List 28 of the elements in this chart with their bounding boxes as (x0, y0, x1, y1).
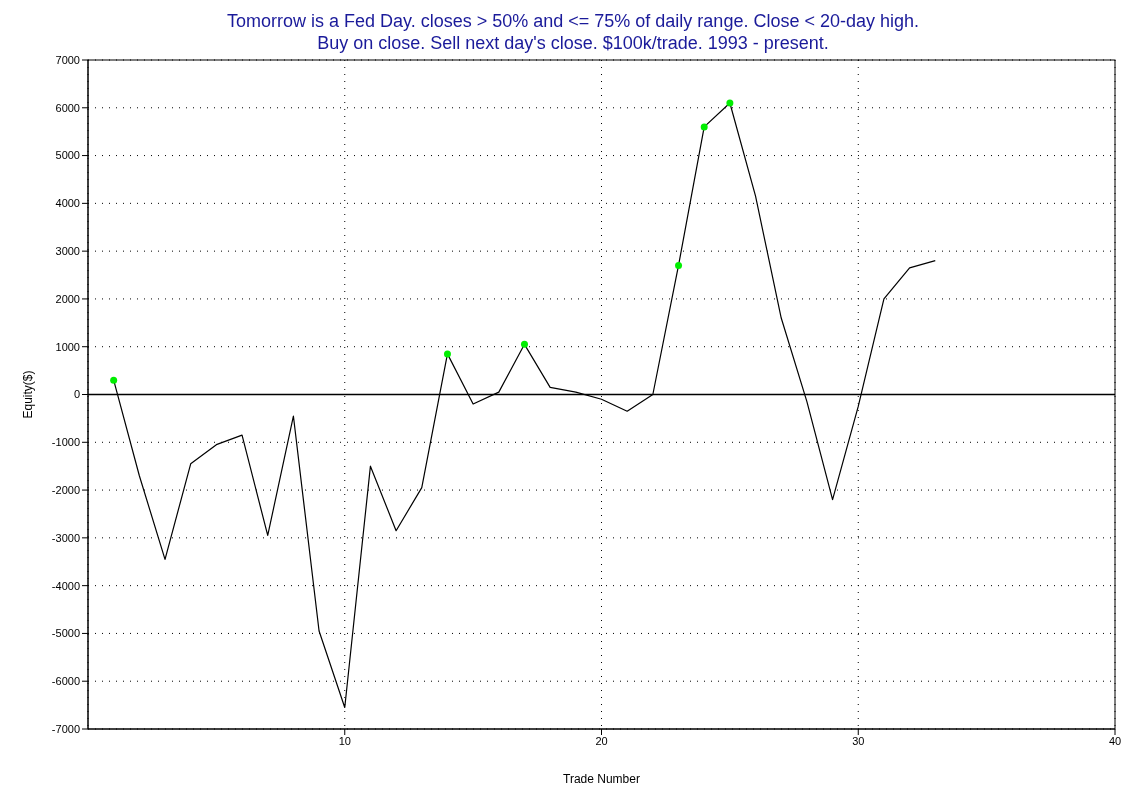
y-tick-label: -6000 (51, 675, 80, 688)
y-tick-label: 1000 (55, 340, 80, 353)
point (675, 261, 683, 269)
point (700, 123, 708, 131)
point (110, 376, 118, 384)
point (726, 99, 734, 107)
y-axis-title: Equity($) (21, 370, 36, 419)
point (443, 350, 451, 358)
y-tick-label: -7000 (51, 722, 80, 735)
y-tick-label: 4000 (55, 197, 80, 210)
y-tick-label: -3000 (51, 531, 80, 544)
y-tick-label: 2000 (55, 292, 80, 305)
y-tick-label: -1000 (51, 436, 80, 449)
y-tick-label: 5000 (55, 149, 80, 162)
y-tick-label: 3000 (55, 245, 80, 258)
y-tick-label: 0 (73, 388, 80, 401)
y-tick-label: 6000 (55, 101, 80, 114)
x-tick-label: 20 (595, 734, 608, 747)
chart-title: Tomorrow is a Fed Day. closes > 50% and <= 75% of daily range. Close < 20-day high. Buy on close. Sell next day's close. $100k/trade. 1993 - present. (225, 10, 920, 54)
y-tick-label: -5000 (51, 627, 80, 640)
x-tick-label: 10 (338, 734, 351, 747)
x-axis-title: Trade Number (563, 772, 640, 786)
y-tick-label: 7000 (55, 53, 80, 66)
x-tick-label: 40 (1108, 734, 1122, 747)
point (520, 340, 528, 348)
y-tick-label: -2000 (51, 483, 80, 496)
y-tick-label: -4000 (51, 579, 80, 592)
x-tick-label: 30 (852, 734, 865, 747)
